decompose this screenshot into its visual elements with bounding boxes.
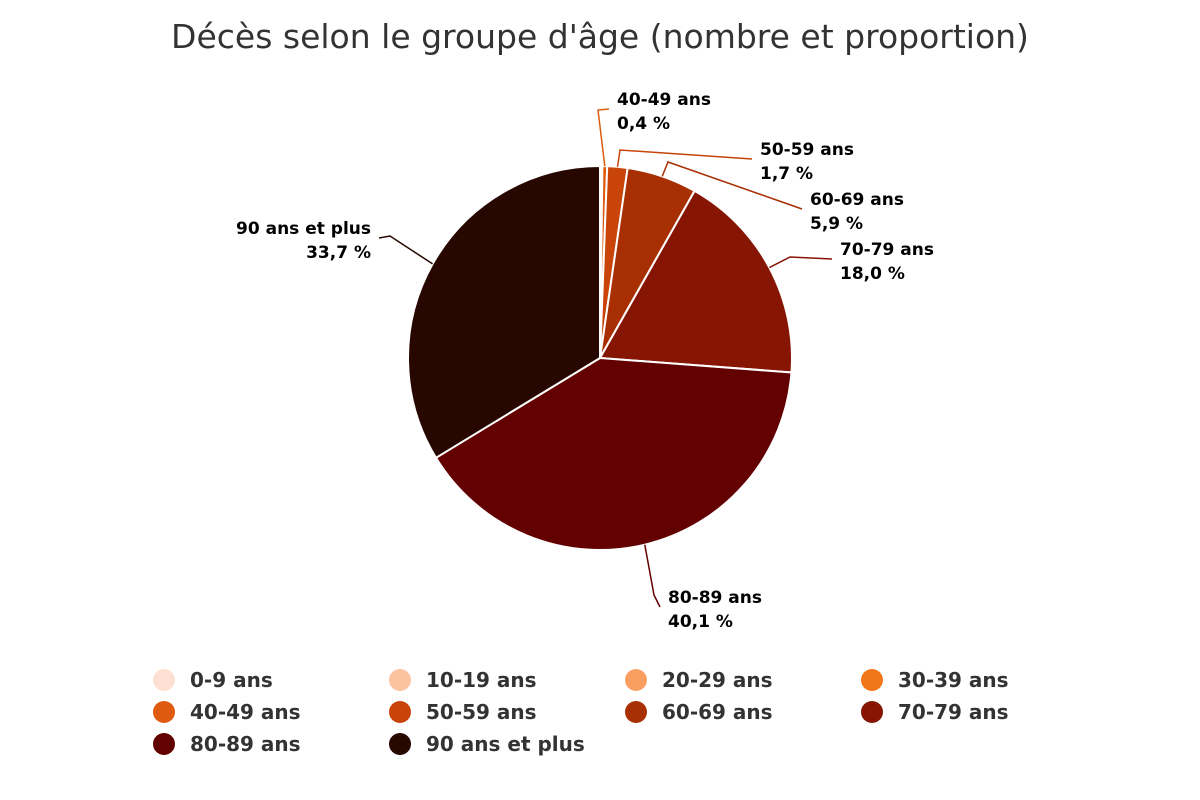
legend-swatch-70-79-ans bbox=[861, 701, 883, 723]
connector-70-79-ans bbox=[769, 256, 833, 269]
data-label-70-79-ans-category: 70-79 ans bbox=[840, 240, 934, 260]
legend-label-40-49-ans: 40-49 ans bbox=[190, 700, 301, 724]
legend-item-0-9-ans[interactable]: 0-9 ans bbox=[153, 668, 273, 692]
legend-swatch-0-9-ans bbox=[153, 669, 175, 691]
legend-label-20-29-ans: 20-29 ans bbox=[662, 668, 773, 692]
data-label-90-ans-et-plus-category: 90 ans et plus bbox=[236, 219, 371, 239]
chart-title: Décès selon le groupe d'âge (nombre et p… bbox=[171, 17, 1029, 56]
connector-40-49-ans bbox=[597, 108, 610, 167]
legend-label-90-ans-et-plus: 90 ans et plus bbox=[426, 732, 585, 756]
data-label-90-ans-et-plus-value: 33,7 % bbox=[306, 243, 371, 263]
legend-label-10-19-ans: 10-19 ans bbox=[426, 668, 537, 692]
legend: 0-9 ans 10-19 ans 20-29 ans 30-39 ans 40-49 … bbox=[153, 668, 1009, 756]
slice-labels: 40-49 ans 0,4 % 50-59 ans 1,7 % 60-69 ans 5,9… bbox=[236, 90, 934, 632]
legend-swatch-10-19-ans bbox=[389, 669, 411, 691]
legend-item-50-59-ans[interactable]: 50-59 ans bbox=[389, 700, 537, 724]
data-label-70-79-ans-value: 18,0 % bbox=[840, 264, 905, 284]
legend-item-40-49-ans[interactable]: 40-49 ans bbox=[153, 700, 301, 724]
data-label-60-69-ans-category: 60-69 ans bbox=[810, 190, 904, 210]
legend-label-30-39-ans: 30-39 ans bbox=[898, 668, 1009, 692]
data-label-50-59-ans-category: 50-59 ans bbox=[760, 140, 854, 160]
legend-label-0-9-ans: 0-9 ans bbox=[190, 668, 273, 692]
legend-label-70-79-ans: 70-79 ans bbox=[898, 700, 1009, 724]
legend-item-20-29-ans[interactable]: 20-29 ans bbox=[625, 668, 773, 692]
legend-swatch-60-69-ans bbox=[625, 701, 647, 723]
legend-item-70-79-ans[interactable]: 70-79 ans bbox=[861, 700, 1009, 724]
data-label-80-89-ans-category: 80-89 ans bbox=[668, 588, 762, 608]
data-label-50-59-ans-value: 1,7 % bbox=[760, 164, 813, 184]
pie-slices bbox=[407, 164, 793, 551]
legend-item-90-ans-et-plus[interactable]: 90 ans et plus bbox=[389, 732, 585, 756]
legend-swatch-30-39-ans bbox=[861, 669, 883, 691]
pie-slice-80-89-ans[interactable] bbox=[434, 356, 793, 551]
legend-label-80-89-ans: 80-89 ans bbox=[190, 732, 301, 756]
connector-90-ans-et-plus bbox=[378, 235, 434, 265]
legend-swatch-50-59-ans bbox=[389, 701, 411, 723]
data-label-60-69-ans-value: 5,9 % bbox=[810, 214, 863, 234]
legend-label-60-69-ans: 60-69 ans bbox=[662, 700, 773, 724]
pie-slice-90-ans-et-plus[interactable] bbox=[407, 164, 601, 460]
legend-item-80-89-ans[interactable]: 80-89 ans bbox=[153, 732, 301, 756]
legend-item-10-19-ans[interactable]: 10-19 ans bbox=[389, 668, 537, 692]
data-label-40-49-ans-value: 0,4 % bbox=[617, 114, 670, 134]
legend-item-30-39-ans[interactable]: 30-39 ans bbox=[861, 668, 1009, 692]
legend-item-60-69-ans[interactable]: 60-69 ans bbox=[625, 700, 773, 724]
legend-label-50-59-ans: 50-59 ans bbox=[426, 700, 537, 724]
data-label-40-49-ans-category: 40-49 ans bbox=[617, 90, 711, 110]
connector-80-89-ans bbox=[644, 544, 661, 608]
pie-slice-70-79-ans[interactable] bbox=[598, 189, 793, 374]
legend-swatch-20-29-ans bbox=[625, 669, 647, 691]
legend-swatch-80-89-ans bbox=[153, 733, 175, 755]
legend-swatch-90-ans-et-plus bbox=[389, 733, 411, 755]
connector-60-69-ans bbox=[661, 161, 803, 210]
legend-swatch-40-49-ans bbox=[153, 701, 175, 723]
label-connectors bbox=[378, 108, 833, 608]
connector-50-59-ans bbox=[616, 149, 753, 167]
data-label-80-89-ans-value: 40,1 % bbox=[668, 612, 733, 632]
